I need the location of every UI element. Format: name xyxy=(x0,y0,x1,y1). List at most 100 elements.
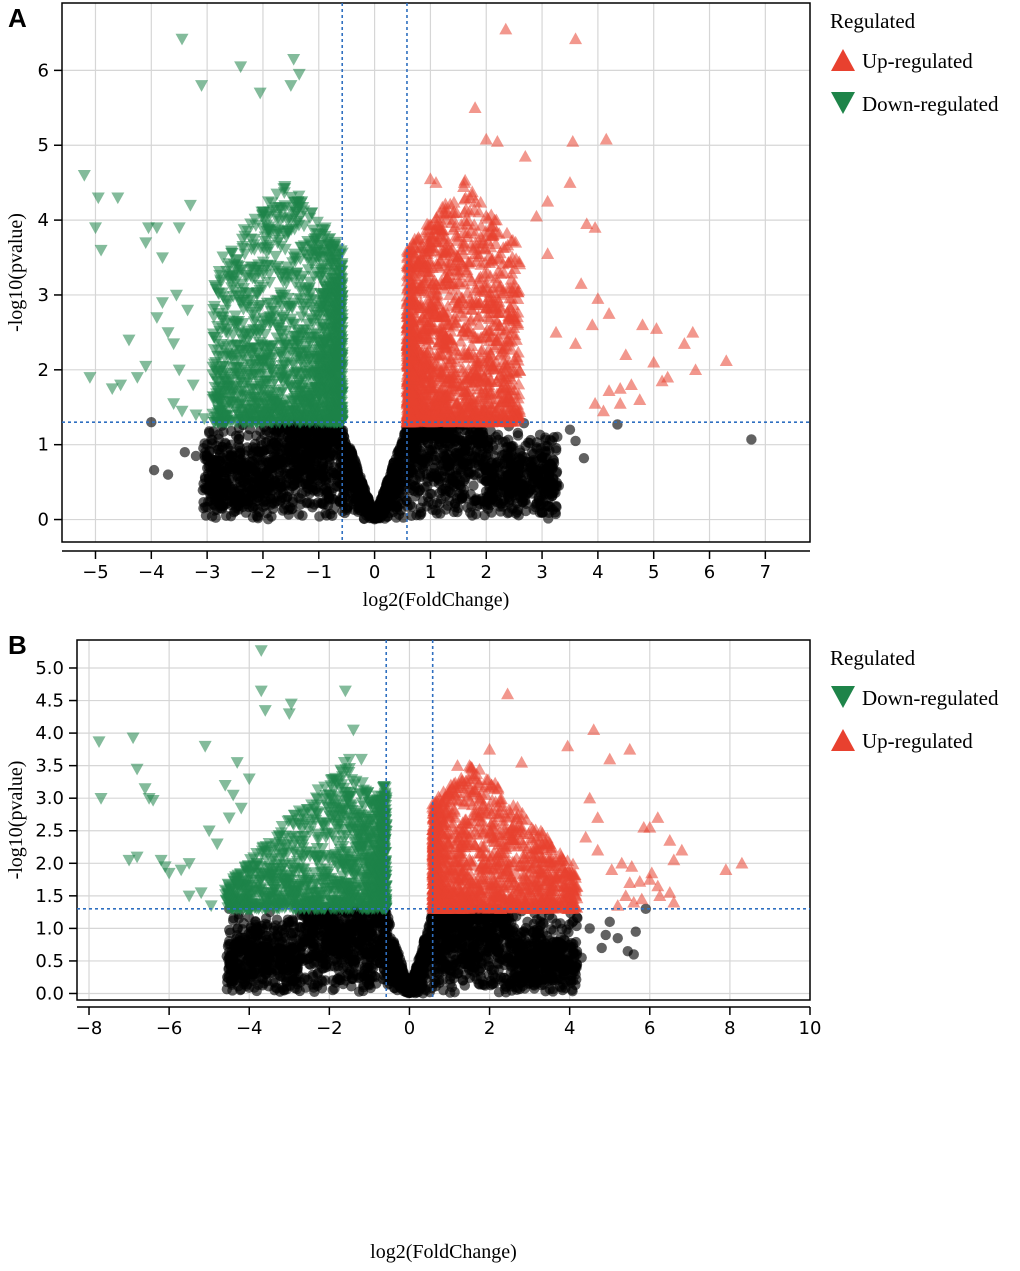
down-point xyxy=(225,247,239,260)
ns-point xyxy=(531,437,542,448)
down-point xyxy=(264,306,278,318)
ns-point xyxy=(331,438,342,449)
ns-point xyxy=(548,432,560,443)
down-point xyxy=(256,206,270,219)
down-point xyxy=(309,266,323,279)
ns-point xyxy=(148,464,160,476)
down-point xyxy=(169,289,183,302)
down-point xyxy=(239,272,253,285)
down-point xyxy=(274,240,288,253)
ns-point xyxy=(491,444,502,456)
down-point xyxy=(298,376,312,389)
ns-point xyxy=(257,495,269,507)
down-point xyxy=(274,337,288,350)
down-point xyxy=(267,369,281,382)
ns-point xyxy=(258,478,269,489)
ns-point xyxy=(310,449,322,460)
down-point xyxy=(186,379,200,392)
down-point xyxy=(161,327,175,339)
down-point xyxy=(237,224,251,236)
down-point xyxy=(262,221,276,234)
down-point xyxy=(122,334,136,347)
down-point xyxy=(289,410,303,423)
down-point xyxy=(77,169,91,182)
down-point xyxy=(207,344,221,356)
down-point xyxy=(286,257,300,269)
down-point xyxy=(264,343,278,356)
down-point xyxy=(287,53,301,66)
down-point xyxy=(274,400,288,412)
ns-point xyxy=(354,500,365,512)
down-point xyxy=(294,355,308,368)
down-point xyxy=(150,312,164,324)
up-point xyxy=(443,288,457,301)
down-point xyxy=(255,413,269,426)
down-point xyxy=(216,251,230,264)
ns-point xyxy=(540,440,551,452)
ns-point xyxy=(612,419,623,430)
down-point xyxy=(312,310,326,322)
ns-point xyxy=(320,426,331,437)
ns-point xyxy=(266,465,278,477)
panel-a: A−5 −4 −3 −2 −1 0 1 2 3 4 5 6 7log2(FoldChange)01234… xyxy=(5,2,999,611)
ns-point xyxy=(310,484,322,495)
ns-point xyxy=(459,424,470,436)
ns-point xyxy=(455,482,467,494)
down-point xyxy=(167,398,181,411)
down-point xyxy=(175,33,189,46)
down-point xyxy=(288,248,302,261)
down-point xyxy=(230,340,244,352)
down-point xyxy=(311,335,325,348)
ns-point xyxy=(233,434,245,445)
down-point xyxy=(312,302,326,315)
ns-point xyxy=(242,430,254,441)
down-point xyxy=(304,336,318,349)
up-point xyxy=(463,270,477,283)
ns-point xyxy=(462,502,473,513)
down-point xyxy=(226,329,240,342)
ns-point xyxy=(553,480,565,492)
down-point xyxy=(197,413,211,425)
down-point xyxy=(310,344,324,357)
down-point xyxy=(244,408,258,421)
ns-point xyxy=(578,452,590,464)
down-point xyxy=(292,293,306,305)
ns-point xyxy=(225,510,237,522)
ns-point xyxy=(211,472,222,484)
ns-point xyxy=(234,448,246,459)
down-point xyxy=(294,197,308,210)
down-point xyxy=(88,222,102,235)
down-point xyxy=(207,332,221,344)
down-point xyxy=(320,372,334,385)
ns-point xyxy=(520,505,532,517)
down-point xyxy=(255,339,269,352)
down-point xyxy=(226,396,240,409)
down-point xyxy=(114,379,128,392)
ns-point xyxy=(511,463,523,474)
down-point xyxy=(236,283,250,295)
panel-letter: A xyxy=(8,3,27,33)
down-point xyxy=(215,370,229,383)
ns-point xyxy=(233,473,244,484)
down-point xyxy=(289,207,303,219)
ns-point xyxy=(291,466,302,477)
down-point xyxy=(318,410,332,422)
down-point xyxy=(246,306,260,319)
down-point xyxy=(195,80,209,92)
down-point xyxy=(225,270,239,283)
down-point xyxy=(285,346,299,359)
down-point xyxy=(330,353,344,365)
down-point xyxy=(316,252,330,264)
ns-point xyxy=(365,504,376,516)
ns-point xyxy=(383,508,395,519)
down-point xyxy=(214,276,228,289)
ns-point xyxy=(284,433,295,445)
down-point xyxy=(189,409,203,422)
down-point xyxy=(244,359,258,372)
down-point xyxy=(253,87,267,100)
ns-point xyxy=(460,493,471,504)
ns-point xyxy=(401,476,412,487)
ns-point xyxy=(162,469,174,480)
ns-point xyxy=(229,491,241,503)
ns-point xyxy=(450,434,461,445)
